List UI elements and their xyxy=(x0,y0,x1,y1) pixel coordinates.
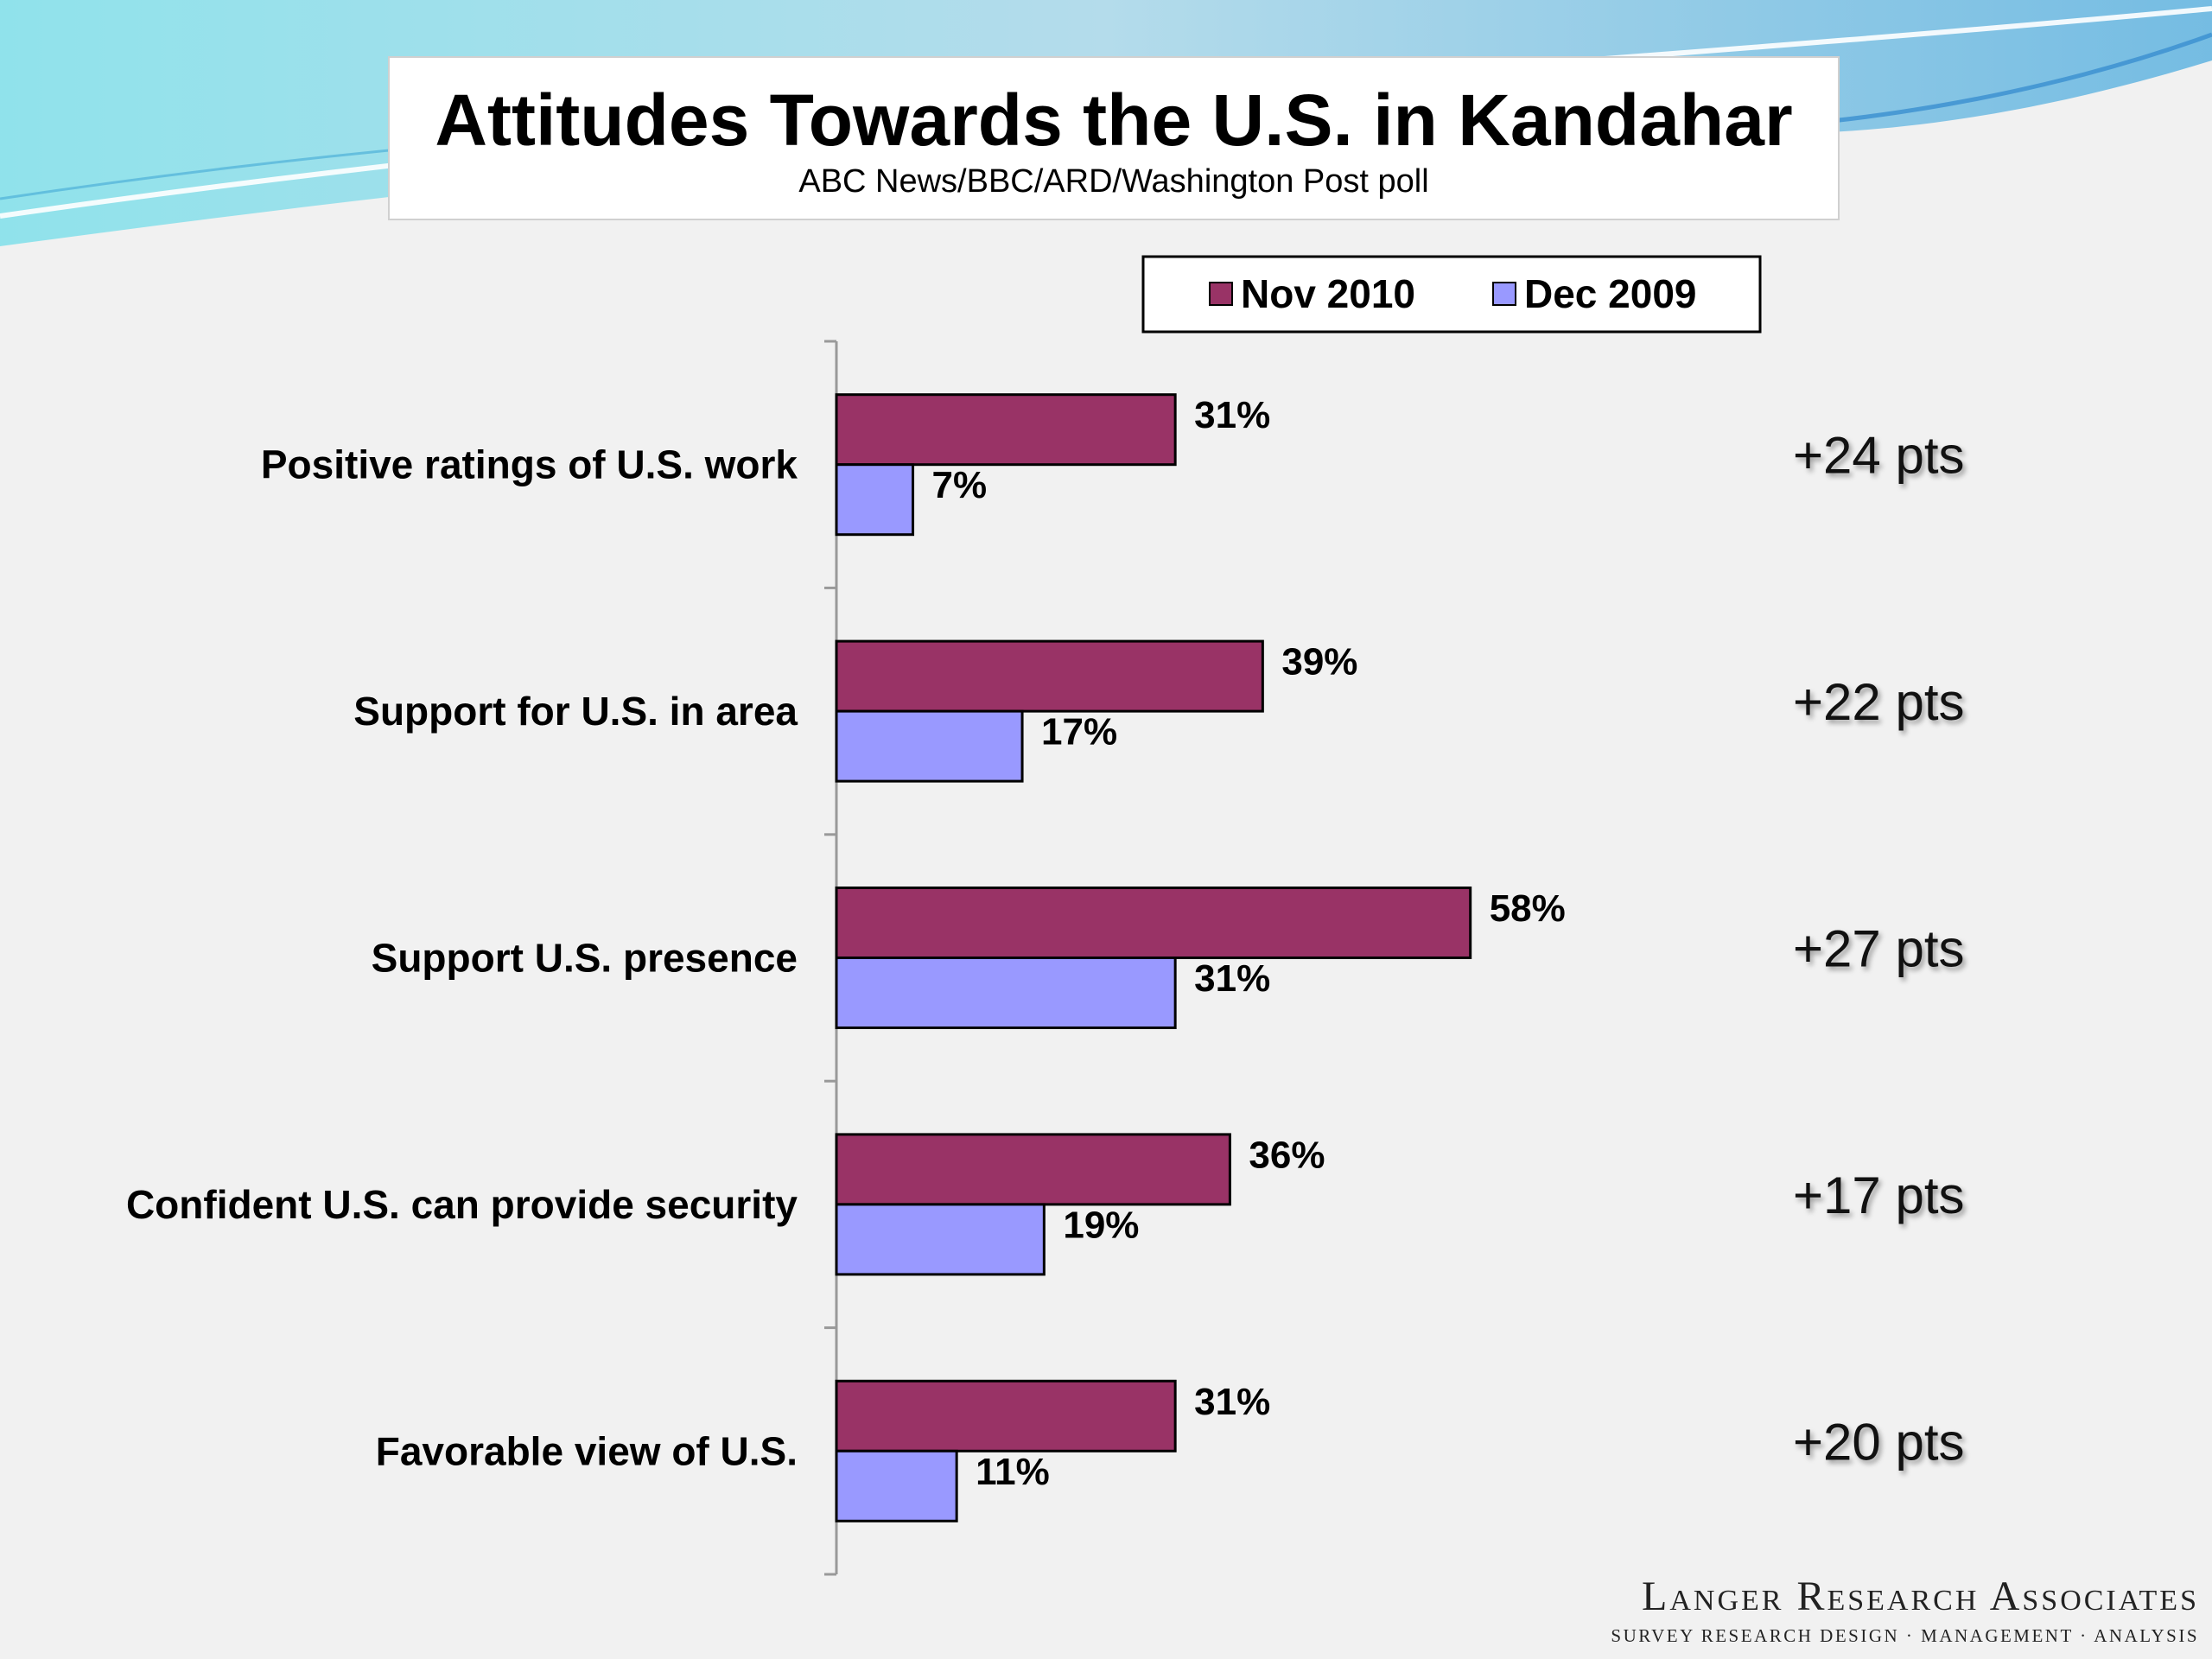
bar-dec-2009 xyxy=(835,463,915,537)
value-label: 58% xyxy=(1490,887,1566,930)
bar-nov-2010 xyxy=(835,1379,1177,1452)
value-label: 19% xyxy=(1063,1204,1139,1246)
bar-dec-2009 xyxy=(835,1449,958,1522)
bar-dec-2009 xyxy=(835,709,1024,783)
value-label: 11% xyxy=(976,1451,1050,1493)
chart-title: Attitudes Towards the U.S. in Kandahar xyxy=(435,79,1793,161)
value-label: 36% xyxy=(1249,1134,1325,1176)
value-label: 31% xyxy=(1194,394,1270,436)
bar-nov-2010 xyxy=(835,887,1472,959)
bar-dec-2009 xyxy=(835,957,1177,1029)
value-label: 17% xyxy=(1041,711,1117,753)
category-label: Support for U.S. in area xyxy=(353,689,798,734)
chart-subtitle: ABC News/BBC/ARD/Washington Post poll xyxy=(798,163,1429,200)
legend-box xyxy=(1141,255,1762,334)
legend-swatch-dec-2009 xyxy=(1492,282,1516,306)
value-label: 39% xyxy=(1281,641,1357,683)
category-label: Positive ratings of U.S. work xyxy=(261,442,798,487)
value-label: 31% xyxy=(1194,957,1270,1000)
plot-area: Positive ratings of U.S. work 31% 7% +24 pt… xyxy=(126,340,1965,1576)
legend-label-dec-2009: Dec 2009 xyxy=(1524,271,1697,316)
change-annotation: +27 pts xyxy=(1793,920,1965,978)
bar-nov-2010 xyxy=(835,639,1264,713)
category-label: Support U.S. presence xyxy=(372,936,798,981)
bar-nov-2010 xyxy=(835,393,1177,467)
legend: Nov 2010 Dec 2009 xyxy=(1141,255,1762,334)
legend-swatch-nov-2010 xyxy=(1209,282,1233,306)
value-label: 7% xyxy=(932,464,988,506)
change-annotation: +20 pts xyxy=(1793,1413,1965,1471)
category-label: Confident U.S. can provide security xyxy=(126,1182,798,1227)
category-label: Favorable view of U.S. xyxy=(376,1428,798,1473)
value-label: 31% xyxy=(1194,1381,1270,1423)
change-annotation: +17 pts xyxy=(1793,1166,1965,1224)
bar-nov-2010 xyxy=(835,1133,1231,1206)
change-annotation: +24 pts xyxy=(1793,427,1965,485)
change-annotation: +22 pts xyxy=(1793,673,1965,731)
title-box: Attitudes Towards the U.S. in Kandahar A… xyxy=(388,56,1840,220)
logo-tagline: SURVEY RESEARCH DESIGN · MANAGEMENT · AN… xyxy=(1611,1625,2199,1646)
logo-name: Langer Research Associates xyxy=(1642,1573,2199,1619)
langer-logo: Langer Research Associates SURVEY RESEAR… xyxy=(1603,1573,2199,1655)
bar-dec-2009 xyxy=(835,1203,1046,1276)
legend-label-nov-2010: Nov 2010 xyxy=(1241,271,1415,316)
